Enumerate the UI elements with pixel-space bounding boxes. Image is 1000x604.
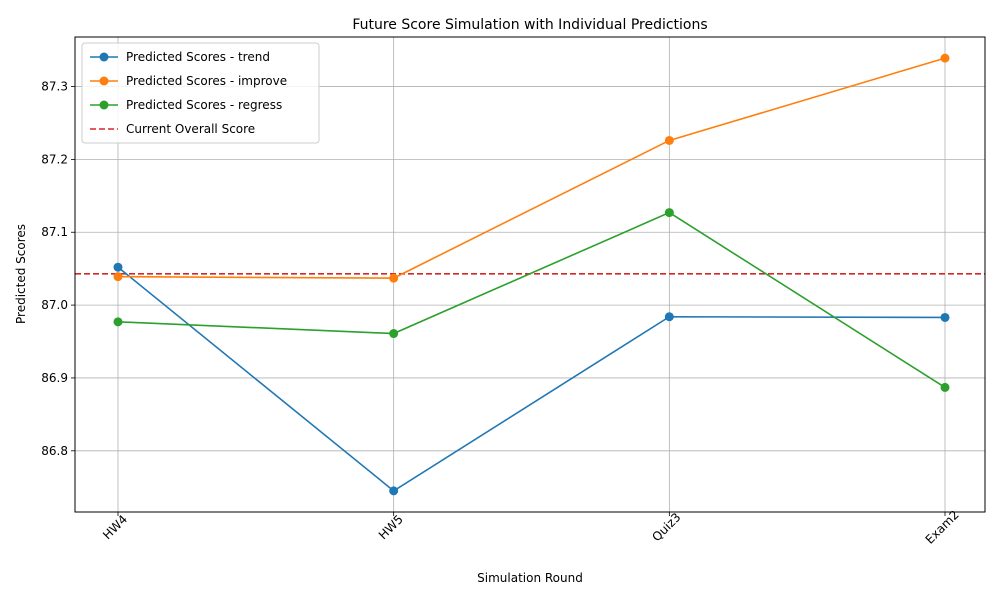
x-tick-label: Quiz3 (649, 510, 683, 544)
legend-label: Predicted Scores - improve (126, 74, 287, 88)
data-point (113, 317, 123, 327)
y-axis-ticks: 86.8 86.9 87.0 87.1 87.2 87.3 (41, 80, 75, 458)
series-line-2 (117, 211, 946, 389)
data-point (389, 486, 399, 496)
plot-frame (74, 36, 986, 513)
legend-swatch-marker (99, 76, 109, 86)
data-point (664, 208, 674, 218)
data-point (940, 382, 950, 392)
legend-box (81, 42, 320, 144)
data-point (113, 272, 123, 282)
y-tick-label: 86.8 (41, 444, 68, 458)
series-layer (113, 53, 950, 496)
data-point (664, 135, 674, 145)
data-point (389, 329, 399, 339)
legend-label: Current Overall Score (126, 122, 255, 136)
legend-label: Predicted Scores - regress (126, 98, 282, 112)
legend-swatch-marker (99, 100, 109, 110)
legend: Predicted Scores - trend Predicted Scores… (81, 42, 320, 144)
data-point (389, 273, 399, 283)
series-line-0 (117, 266, 946, 492)
x-tick-label: Exam2 (923, 508, 962, 547)
data-point (664, 312, 674, 322)
legend-swatch-marker (99, 52, 109, 62)
y-tick-label: 87.0 (41, 298, 68, 312)
x-axis-ticks: HW4 HW5 Quiz3 Exam2 (100, 508, 962, 547)
y-tick-label: 87.3 (41, 80, 68, 94)
chart-title: Future Score Simulation with Individual … (352, 17, 707, 33)
data-point (113, 262, 123, 272)
y-tick-label: 87.2 (41, 152, 68, 166)
series-line-1 (117, 57, 946, 279)
y-axis-label: Predicted Scores (14, 224, 28, 324)
x-tick-label: HW5 (376, 512, 406, 542)
x-tick-label: HW4 (100, 512, 130, 542)
data-point (940, 312, 950, 322)
y-tick-label: 86.9 (41, 371, 68, 385)
legend-label: Predicted Scores - trend (126, 50, 270, 64)
x-axis-label: Simulation Round (477, 571, 583, 585)
y-tick-label: 87.1 (41, 225, 68, 239)
data-point (940, 53, 950, 63)
